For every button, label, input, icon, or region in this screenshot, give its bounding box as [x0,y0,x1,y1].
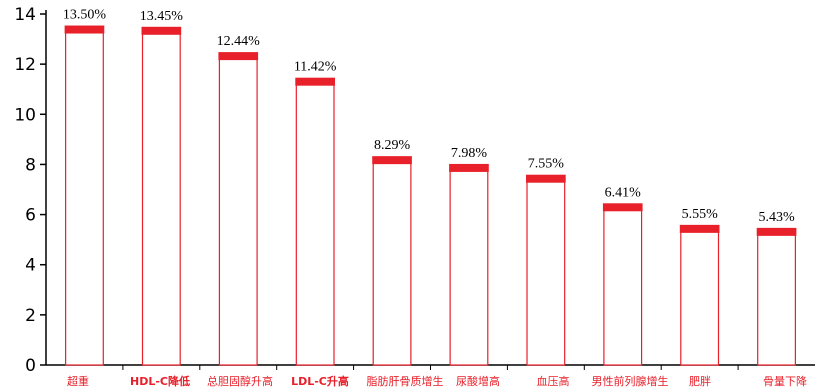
category-label: HDL-C降低 [130,374,190,388]
category-label: 超重 [67,374,89,388]
bar-cap [64,25,105,34]
data-label: 5.55% [682,207,719,222]
bar [372,156,412,366]
category-labels: 超重 HDL-C降低 总胆固醇升高 LDL-C升高 脂肪肝骨质增生 尿酸增高 血压高 男性前列… [67,374,807,388]
bar-cap [602,203,643,212]
data-label: 6.41% [605,185,642,200]
y-tick-label: 6 [25,206,36,226]
data-label: 7.55% [528,157,565,172]
y-tick-label: 0 [25,356,36,376]
bar [526,175,566,366]
y-tick-label: 12 [14,55,36,75]
bar-cap [449,163,489,172]
y-axis: 0 2 4 6 8 10 12 14 [14,5,47,376]
data-label: 8.29% [374,138,411,153]
bar [141,27,181,366]
bar-cap [295,77,335,86]
bar-cap [679,224,720,233]
bar [295,78,335,366]
data-label: 13.45% [140,9,184,24]
data-label: 11.42% [294,60,337,75]
bar [65,25,104,366]
bar [603,203,643,366]
category-label: 脂肪肝骨质增生 [367,374,444,388]
bar [449,164,489,366]
category-label: 骨量下降 [763,374,807,388]
bars [64,25,797,366]
y-tick-label: 8 [25,155,36,175]
category-label: 男性前列腺增生 [592,374,669,388]
category-label: LDL-C升高 [291,374,349,388]
data-label: 13.50% [63,8,107,23]
category-label: 尿酸增高 [456,374,500,388]
bar [757,228,796,366]
y-tick-label: 2 [25,306,36,326]
category-label: 肥胖 [689,375,711,388]
bar [680,225,720,366]
data-label: 7.98% [451,146,488,161]
data-label: 5.43% [758,210,795,225]
category-label: 血压高 [537,374,570,388]
data-label: 12.44% [217,34,261,49]
y-tick-label: 10 [14,105,36,125]
bar-cap [526,174,566,183]
x-axis [46,364,815,370]
data-labels: 13.50% 13.45% 12.44% 11.42% 8.29% 7.98% 7.55% 6… [63,8,795,225]
bar [218,52,258,366]
bar-cap [218,52,259,61]
y-tick-label: 14 [14,5,36,25]
bar-cap [141,26,182,35]
y-tick-label: 4 [25,256,36,276]
category-label: 总胆固醇升高 [207,374,273,388]
bar-cap [756,227,797,236]
bar-cap [372,156,412,165]
